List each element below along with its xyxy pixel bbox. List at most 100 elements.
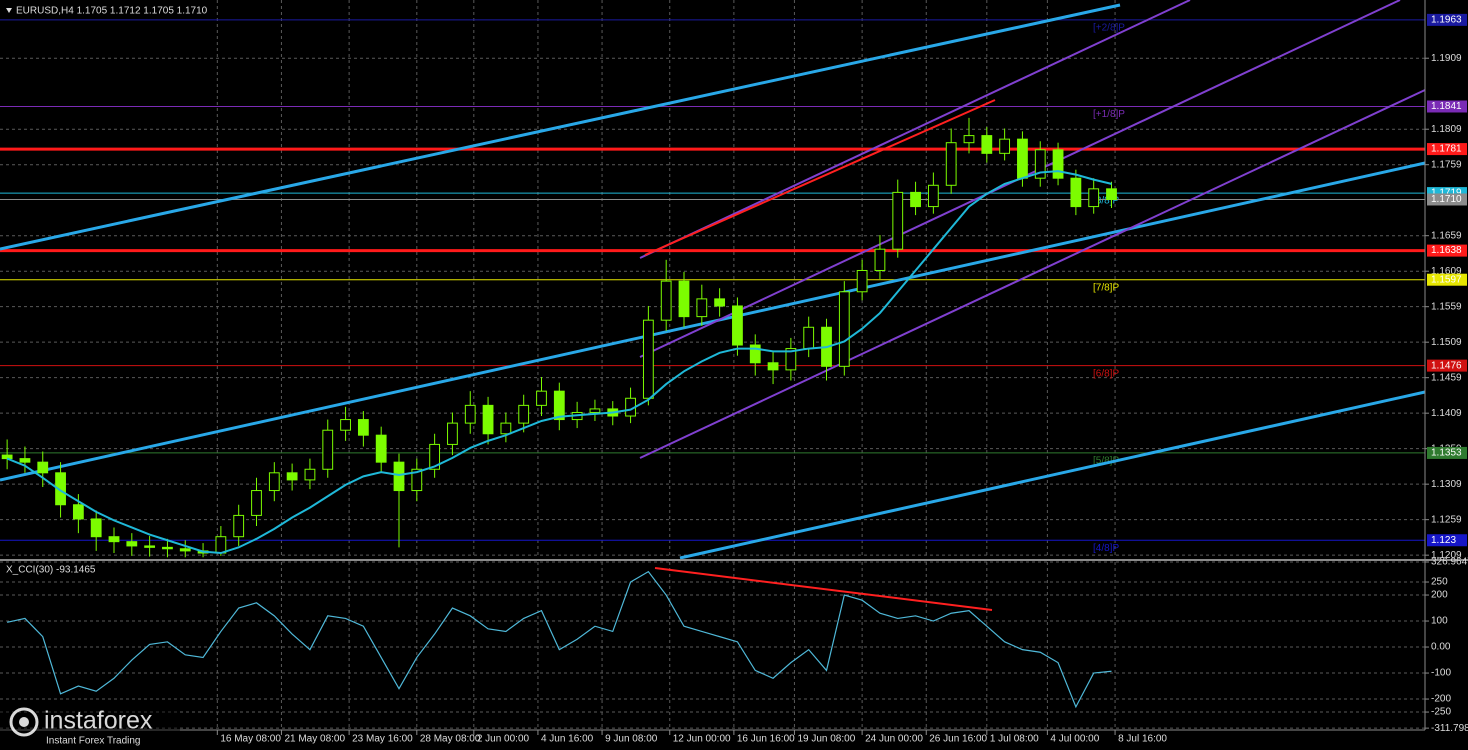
candle-body [19, 458, 31, 463]
candle-body [642, 319, 654, 399]
level-box [1427, 359, 1467, 372]
y-tick-label: 1.1609 [1431, 266, 1462, 277]
y-tick-label: -100 [1431, 668, 1451, 679]
x-tick-label: 8 Jul 16:00 [1118, 734, 1167, 745]
levels: [+2/8]P [+1/8]P [8/8]P [7/8]P [6/8]P [5/8]P [4… [0, 19, 1425, 554]
candle-body [322, 429, 334, 470]
level-label: 1.1476 [1431, 360, 1462, 371]
candle-body [927, 184, 939, 208]
candle-body [714, 298, 726, 307]
candle-body [803, 326, 815, 350]
x-tick-label: 4 Jul 00:00 [1050, 734, 1099, 745]
candle-body [910, 191, 921, 208]
candle-body [108, 536, 120, 543]
x-tick-label: 19 Jun 08:00 [797, 734, 855, 745]
candle-body [999, 138, 1011, 154]
candle-body [144, 545, 156, 548]
red-trend-line [644, 99, 996, 256]
level-label: 1.1638 [1431, 245, 1462, 256]
logo [19, 717, 29, 727]
candle-body [749, 344, 761, 364]
candle-body [945, 142, 957, 186]
x-tick-label: 28 May 08:00 [420, 734, 481, 745]
candle-body [215, 536, 227, 554]
candle-body [447, 422, 458, 445]
candle-body [1052, 149, 1064, 179]
candle-body [162, 546, 173, 550]
level-box [1427, 273, 1467, 286]
level-box [1427, 13, 1467, 26]
y-tick-label: 1.1559 [1431, 301, 1462, 312]
indicator-title: X_CCI(30) -93.1465 [6, 565, 96, 576]
y-tick-label: 1.1409 [1431, 408, 1462, 419]
candle-body [1106, 188, 1117, 200]
level-box [1427, 100, 1467, 113]
level-tag: [5/8]P [1093, 456, 1119, 467]
candle-body [732, 305, 743, 346]
x-tick-label: 24 Jun 00:00 [865, 734, 923, 745]
channel-line [639, 89, 1426, 459]
candle-body [268, 472, 280, 492]
candle-body [357, 419, 369, 436]
candle-body [464, 404, 476, 424]
candle-body [553, 390, 565, 421]
candle-body [126, 541, 138, 547]
y-tick-label: 1.1459 [1431, 372, 1462, 383]
price-box [1427, 193, 1467, 206]
level-label: 1.1963 [1431, 15, 1462, 26]
candle-body [696, 298, 708, 318]
moving-average [6, 170, 1112, 555]
candle-body [1088, 188, 1100, 208]
menu-triangle [6, 8, 12, 13]
chart-title: EURUSD,H4 1.1705 1.1712 1.1705 1.1710 [16, 6, 208, 17]
level-box [1427, 244, 1467, 257]
y-tick-label: 1.1259 [1431, 514, 1462, 525]
x-tick-label: 1 Jul 08:00 [990, 734, 1039, 745]
level-label: 1.1719 [1431, 188, 1462, 199]
candle-body [72, 504, 84, 520]
level-tag: [8/8]P [1093, 196, 1119, 207]
candle-body [1070, 177, 1082, 208]
y-tick-label: 250 [1431, 577, 1448, 588]
candle-body [393, 461, 405, 492]
candle-body [1, 454, 13, 460]
x-tick-label: 2 Jun 00:00 [477, 734, 530, 745]
x-tick-label: 16 Jun 16:00 [737, 734, 795, 745]
candle-body [55, 472, 66, 506]
y-tick-label: 200 [1431, 590, 1448, 601]
candle-body [660, 280, 672, 321]
candle-body [375, 434, 387, 463]
x-tick-label: 16 May 08:00 [220, 734, 281, 745]
y-tick-label: 1.1659 [1431, 230, 1462, 241]
marks [1, 117, 1117, 709]
candle-body [251, 490, 262, 516]
x-tick-label: 4 Jun 16:00 [541, 734, 594, 745]
cci-line [6, 570, 1112, 709]
candle-body [678, 280, 690, 318]
candle-body [411, 468, 423, 492]
y-tick-label: 100 [1431, 616, 1448, 627]
candle-body [37, 461, 49, 474]
candle-body [838, 291, 850, 367]
brand: instaforex [44, 707, 153, 735]
candle-body [500, 422, 512, 435]
candle-body [340, 419, 351, 431]
y-tick-label: 1.1909 [1431, 53, 1462, 64]
level-tag: [7/8]P [1093, 282, 1119, 293]
price-label: 1.1710 [1431, 194, 1462, 205]
candle-body [892, 191, 904, 250]
cci-divergence-line [654, 567, 993, 611]
level-tag: [6/8]P [1093, 368, 1119, 379]
candle-body [90, 518, 102, 538]
level-tag: [+2/8]P [1093, 23, 1125, 34]
level-box [1427, 143, 1467, 156]
trend-line [0, 161, 1426, 482]
y-tick-label: 1.1309 [1431, 479, 1462, 490]
watermark: instaforex Instant Forex Trading [0, 704, 180, 750]
candle-body [963, 135, 975, 144]
candle-body [482, 404, 494, 435]
candle-body [1034, 149, 1046, 179]
x-tick-label: 26 Jun 16:00 [929, 734, 987, 745]
candle-body [856, 269, 868, 293]
